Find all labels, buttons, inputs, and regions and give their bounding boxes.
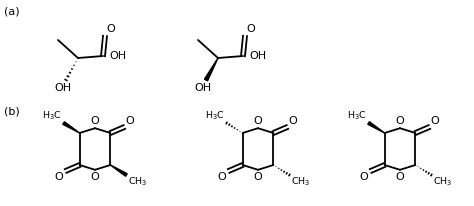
Polygon shape xyxy=(368,122,384,133)
Text: (a): (a) xyxy=(4,6,19,16)
Polygon shape xyxy=(204,58,218,81)
Text: O: O xyxy=(396,172,404,182)
Text: CH$_3$: CH$_3$ xyxy=(433,176,453,188)
Text: CH$_3$: CH$_3$ xyxy=(292,176,311,188)
Text: H$_3$C: H$_3$C xyxy=(42,110,62,122)
Text: O: O xyxy=(254,116,263,126)
Text: O: O xyxy=(430,116,439,126)
Text: CH$_3$: CH$_3$ xyxy=(128,176,148,188)
Text: (b): (b) xyxy=(4,106,20,116)
Text: O: O xyxy=(246,24,255,34)
Text: OH: OH xyxy=(109,51,126,61)
Text: OH: OH xyxy=(249,51,266,61)
Text: H$_3$C: H$_3$C xyxy=(205,110,225,122)
Text: O: O xyxy=(218,172,227,182)
Text: O: O xyxy=(106,24,115,34)
Text: O: O xyxy=(288,116,297,126)
Text: H$_3$C: H$_3$C xyxy=(347,110,366,122)
Text: O: O xyxy=(91,172,100,182)
Polygon shape xyxy=(63,122,80,133)
Text: O: O xyxy=(91,116,100,126)
Text: OH: OH xyxy=(55,83,72,93)
Polygon shape xyxy=(110,165,127,176)
Text: O: O xyxy=(360,172,369,182)
Text: OH: OH xyxy=(194,83,211,93)
Text: O: O xyxy=(126,116,134,126)
Text: O: O xyxy=(396,116,404,126)
Text: O: O xyxy=(55,172,64,182)
Text: O: O xyxy=(254,172,263,182)
